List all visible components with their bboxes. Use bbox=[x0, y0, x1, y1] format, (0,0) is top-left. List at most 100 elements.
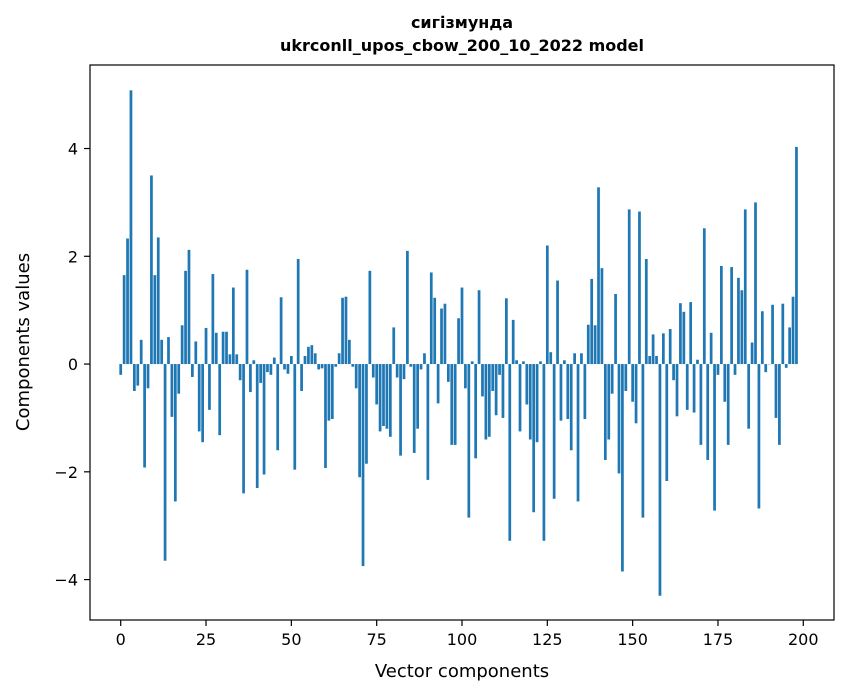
bar-89 bbox=[423, 353, 426, 365]
bar-151 bbox=[634, 364, 638, 424]
bar-111 bbox=[498, 364, 501, 375]
bar-98 bbox=[453, 364, 457, 445]
bar-145 bbox=[614, 294, 617, 365]
bar-6 bbox=[139, 339, 143, 365]
x-tick-label: 150 bbox=[617, 630, 648, 649]
bar-153 bbox=[641, 364, 645, 518]
x-tick-label: 50 bbox=[281, 630, 301, 649]
bar-74 bbox=[371, 364, 375, 378]
bar-38 bbox=[249, 364, 252, 393]
bar-133 bbox=[573, 353, 576, 365]
bar-23 bbox=[197, 364, 201, 432]
bar-141 bbox=[600, 268, 604, 365]
bar-47 bbox=[279, 297, 283, 365]
bar-57 bbox=[313, 353, 317, 365]
bar-171 bbox=[702, 228, 706, 365]
bar-150 bbox=[631, 364, 635, 402]
bar-12 bbox=[160, 339, 164, 365]
bar-21 bbox=[191, 364, 194, 377]
bar-136 bbox=[583, 364, 587, 420]
bar-131 bbox=[566, 364, 570, 420]
bar-103 bbox=[470, 361, 474, 365]
bar-81 bbox=[395, 364, 399, 378]
bar-106 bbox=[481, 364, 484, 397]
bar-137 bbox=[586, 324, 590, 365]
bar-35 bbox=[238, 364, 242, 381]
bar-93 bbox=[436, 364, 440, 404]
bar-113 bbox=[505, 298, 508, 365]
x-tick-label: 100 bbox=[447, 630, 478, 649]
bar-122 bbox=[535, 364, 539, 443]
bar-45 bbox=[272, 357, 276, 365]
bar-172 bbox=[706, 364, 710, 460]
x-tick-label: 125 bbox=[532, 630, 563, 649]
bar-123 bbox=[539, 361, 542, 365]
bar-7 bbox=[143, 364, 146, 468]
bar-77 bbox=[382, 364, 385, 427]
bar-13 bbox=[163, 364, 167, 561]
bar-161 bbox=[668, 329, 672, 365]
bar-166 bbox=[685, 364, 689, 410]
bar-143 bbox=[607, 364, 611, 440]
bar-119 bbox=[525, 364, 529, 405]
bar-99 bbox=[457, 318, 460, 365]
bar-194 bbox=[781, 303, 785, 365]
bar-49 bbox=[286, 364, 290, 374]
bar-115 bbox=[511, 319, 515, 365]
bar-102 bbox=[467, 364, 471, 518]
x-tick-label: 75 bbox=[366, 630, 386, 649]
bar-196 bbox=[788, 327, 791, 365]
bar-66 bbox=[344, 296, 348, 365]
bar-149 bbox=[627, 209, 631, 365]
y-tick-label: −4 bbox=[54, 571, 78, 590]
bar-179 bbox=[730, 267, 733, 365]
bar-56 bbox=[310, 345, 314, 365]
bar-37 bbox=[245, 269, 249, 365]
y-axis-label: Components values bbox=[13, 253, 34, 431]
bar-65 bbox=[341, 297, 344, 365]
bar-40 bbox=[255, 364, 259, 488]
bar-2 bbox=[126, 238, 129, 365]
bar-173 bbox=[709, 332, 713, 365]
bar-51 bbox=[293, 364, 297, 470]
bar-152 bbox=[638, 211, 641, 365]
bar-24 bbox=[201, 364, 204, 443]
bars-group bbox=[119, 90, 798, 596]
bar-58 bbox=[317, 364, 321, 370]
bar-104 bbox=[474, 364, 478, 459]
bar-53 bbox=[300, 364, 303, 391]
bar-15 bbox=[170, 364, 174, 417]
bar-71 bbox=[361, 364, 365, 567]
bar-1 bbox=[122, 275, 126, 365]
bar-159 bbox=[661, 333, 665, 365]
bar-109 bbox=[491, 364, 495, 391]
bar-187 bbox=[757, 364, 761, 509]
bar-91 bbox=[429, 272, 433, 365]
bar-75 bbox=[375, 364, 379, 405]
bar-192 bbox=[774, 364, 778, 418]
bar-30 bbox=[221, 331, 225, 365]
bar-92 bbox=[433, 297, 437, 365]
bar-142 bbox=[603, 364, 607, 460]
bar-170 bbox=[699, 364, 703, 445]
y-axis-ticks: −4 −2 0 2 4 bbox=[54, 140, 90, 590]
bar-130 bbox=[563, 360, 566, 365]
bar-78 bbox=[385, 364, 389, 429]
bar-59 bbox=[320, 364, 324, 369]
bar-162 bbox=[672, 364, 675, 381]
bar-121 bbox=[532, 364, 536, 513]
y-tick-label: 2 bbox=[68, 247, 78, 266]
bar-72 bbox=[365, 364, 368, 464]
x-axis-ticks: 0 25 50 75 100 125 150 175 200 bbox=[116, 620, 819, 649]
bar-182 bbox=[740, 290, 744, 365]
bar-54 bbox=[303, 355, 307, 365]
bar-110 bbox=[494, 364, 498, 416]
bar-138 bbox=[590, 278, 594, 365]
bar-117 bbox=[518, 364, 522, 432]
bar-88 bbox=[419, 364, 423, 370]
bar-31 bbox=[225, 331, 228, 365]
bar-96 bbox=[446, 364, 450, 382]
bar-17 bbox=[177, 364, 181, 394]
bar-67 bbox=[348, 339, 351, 365]
